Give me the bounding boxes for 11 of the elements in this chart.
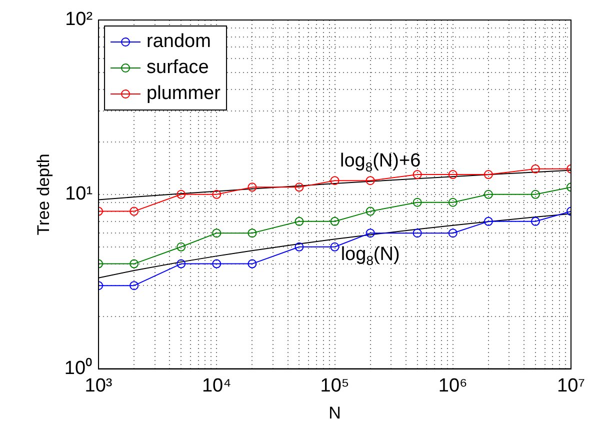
x-tick-label: 10⁶ (438, 375, 468, 396)
x-tick-label: 10⁴ (202, 375, 232, 396)
x-tick-label: 10⁵ (320, 375, 350, 396)
x-tick-label: 10⁷ (556, 375, 586, 396)
x-axis-title: N (328, 403, 341, 422)
y-tick-label: 10¹ (65, 184, 93, 205)
y-tick-label: 10² (65, 9, 93, 30)
y-axis-title: Tree depth (34, 154, 53, 236)
legend-label: surface (146, 57, 209, 78)
legend-label: random (146, 31, 211, 52)
legend-label: plummer (146, 83, 222, 104)
